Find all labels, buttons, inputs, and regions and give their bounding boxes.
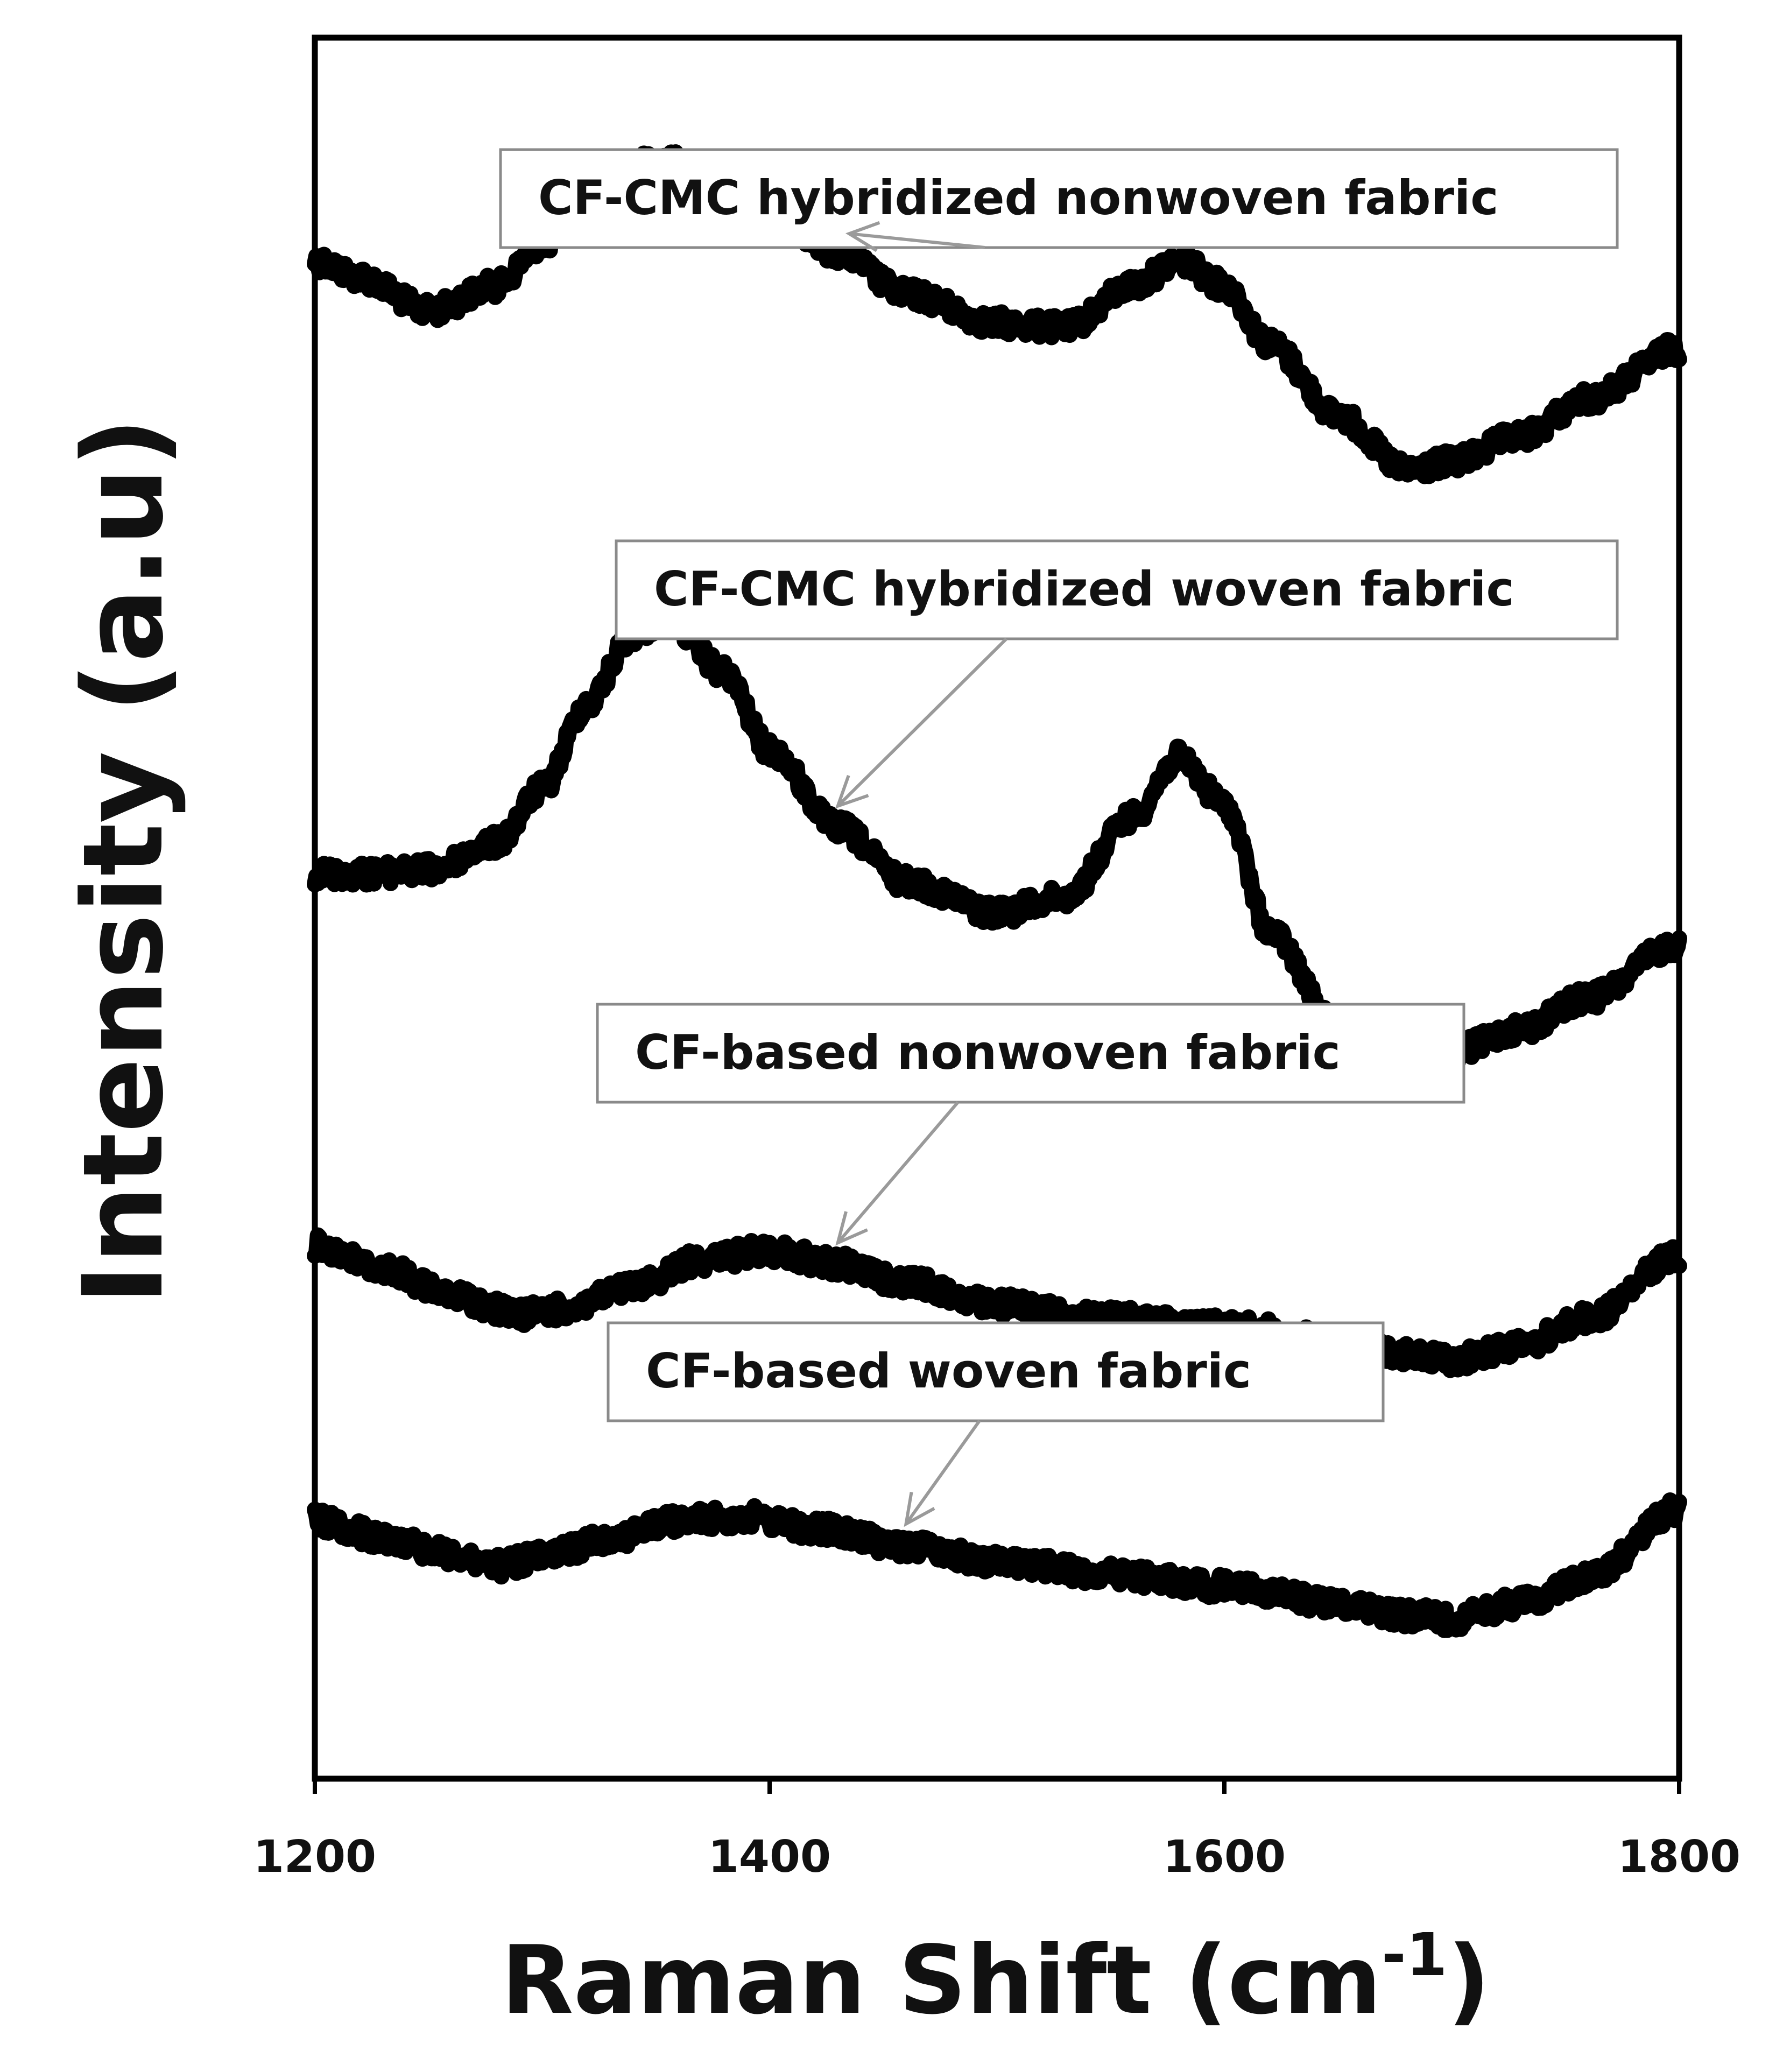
x-tick-label-1600: 1600	[1163, 1831, 1286, 1883]
x-axis-title-close: )	[1447, 1926, 1490, 2035]
callout-label-3: CF-based nonwoven fabric	[635, 1025, 1341, 1080]
callout-arrowhead-2	[835, 775, 869, 809]
x-tick-label-1400: 1400	[708, 1831, 831, 1883]
callout-label-1: CF-CMC hybridized nonwoven fabric	[538, 170, 1498, 225]
x-axis-title: Raman Shift (cm-1)	[501, 1920, 1490, 2035]
callout-label-4: CF-based woven fabric	[646, 1343, 1251, 1399]
callout-arrowhead-3	[835, 1211, 868, 1246]
callout-labels: CF-CMC hybridized nonwoven fabric CF-CMC …	[499, 148, 1619, 1527]
callout-box-3	[596, 1003, 1465, 1104]
plot-frame	[312, 34, 1682, 1782]
callout-arrow-2	[836, 637, 1008, 807]
callout-arrow-1	[849, 232, 985, 249]
callout-box-1	[499, 148, 1619, 249]
x-axis-title-superscript: -1	[1382, 1920, 1447, 1989]
callout-arrowhead-1	[845, 221, 880, 252]
series-line-3	[307, 1227, 1687, 1378]
series-line-4	[307, 1492, 1687, 1638]
callout-box-2	[615, 539, 1619, 640]
series-line-1	[307, 144, 1687, 484]
series-line-2	[307, 601, 1687, 1079]
x-axis-ticks: 1200 1400 1600 1800	[253, 1779, 1740, 1883]
x-tick-label-1800: 1800	[1618, 1831, 1740, 1883]
y-axis-title: Intensity (a.u)	[60, 417, 188, 1305]
x-tick-label-1200: 1200	[253, 1831, 376, 1883]
callout-label-2: CF-CMC hybridized woven fabric	[654, 561, 1514, 617]
x-axis-title-main: Raman Shift (cm	[501, 1926, 1382, 2035]
callout-arrow-3	[836, 1101, 960, 1244]
callout-box-4	[607, 1321, 1385, 1422]
callout-arrow-4	[905, 1420, 981, 1525]
callout-arrowhead-4	[904, 1491, 935, 1527]
